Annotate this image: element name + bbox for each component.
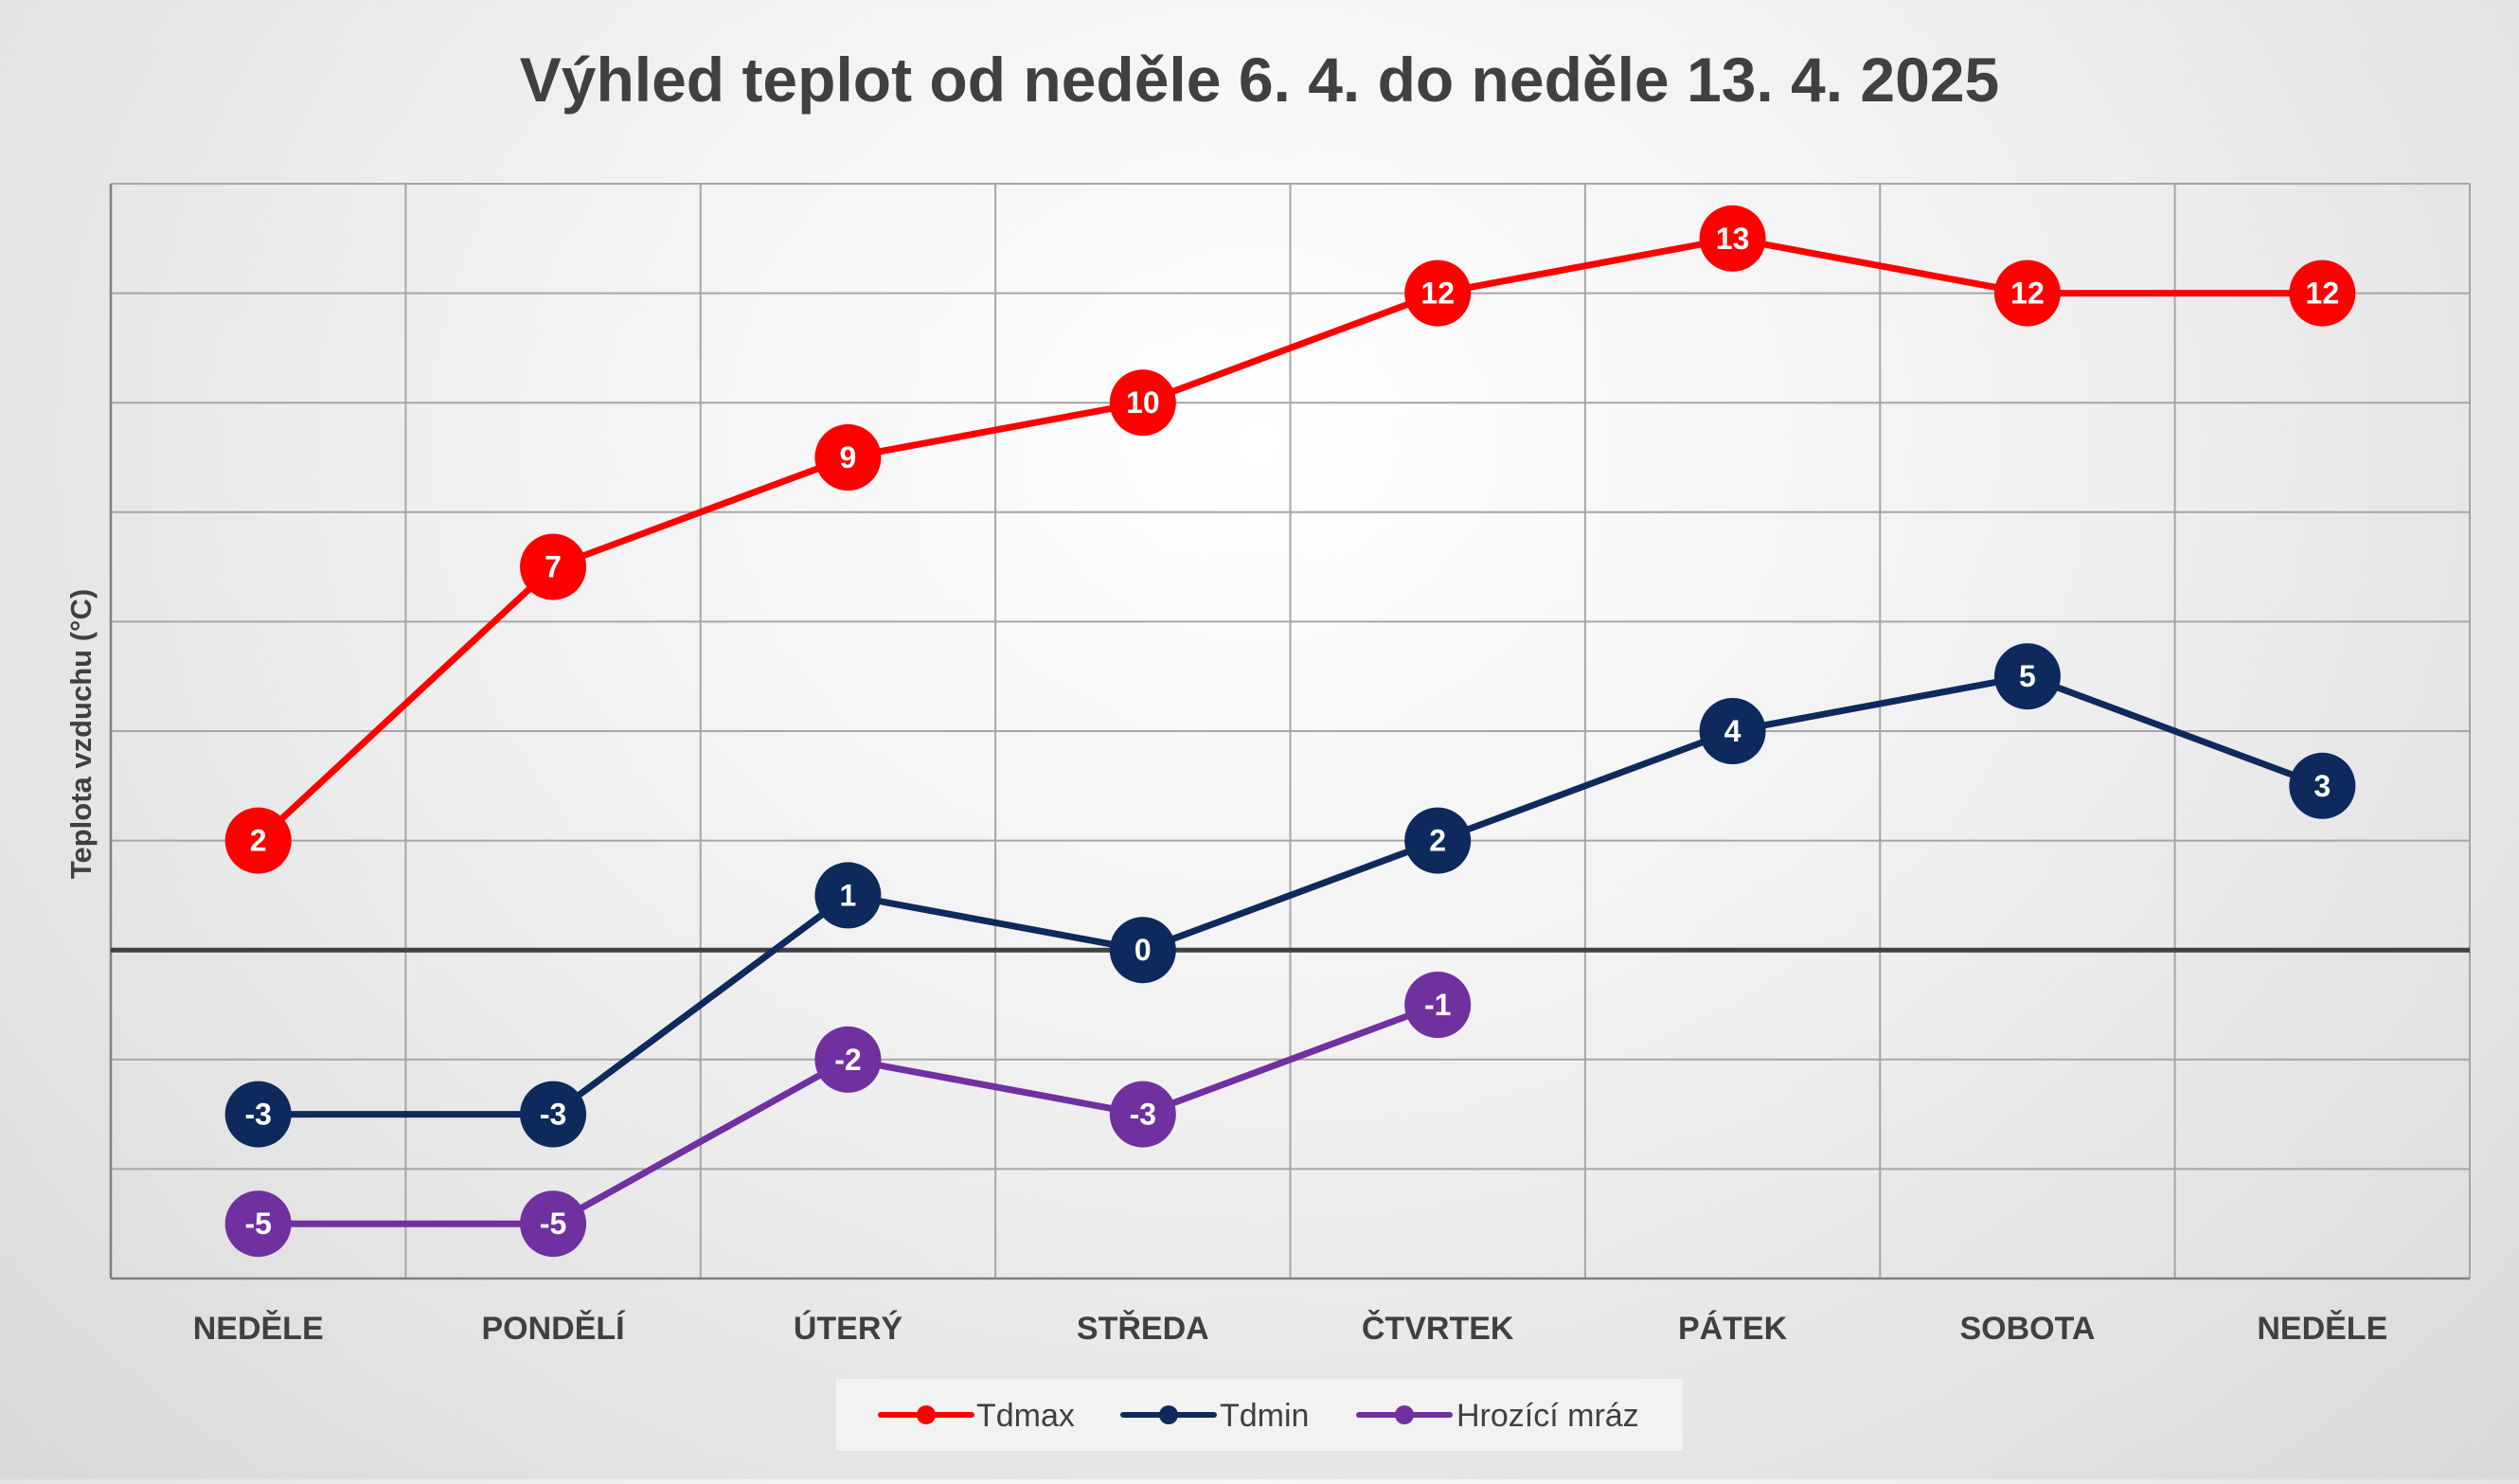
x-tick-label: PÁTEK (1678, 1311, 1788, 1347)
axes (109, 184, 2470, 1280)
data-label: 13 (1716, 222, 1750, 256)
data-label: -5 (244, 1207, 271, 1241)
data-point-marker (520, 533, 587, 600)
legend-swatch-marker (917, 1405, 936, 1424)
data-label: 4 (1724, 714, 1742, 748)
data-label: -5 (540, 1207, 566, 1241)
data-point-marker (1109, 369, 1176, 437)
data-point-marker (1109, 1081, 1176, 1148)
legend: Tdmax Tdmin Hrozící mráz (836, 1379, 1683, 1451)
data-label: -3 (244, 1098, 271, 1132)
legend-swatch-marker (1159, 1405, 1178, 1424)
x-tick-label: SOBOTA (1959, 1311, 2095, 1347)
data-point-marker (1699, 205, 1766, 272)
data-label: 1 (840, 878, 857, 912)
x-tick-label: NEDĚLE (193, 1311, 324, 1347)
x-tick-labels: NEDĚLE PONDĚLÍ ÚTERÝ STŘEDA ČTVRTEK PÁTEK SOBO… (193, 1310, 2388, 1347)
chart-title: Výhled teplot od neděle 6. 4. do neděle … (520, 45, 2000, 115)
data-point-marker (520, 1081, 587, 1148)
data-label: 12 (2306, 277, 2340, 311)
data-label: -1 (1424, 988, 1451, 1022)
data-label: 3 (2314, 769, 2331, 803)
legend-box (836, 1379, 1683, 1451)
data-label: 12 (2010, 277, 2045, 311)
data-label: 9 (840, 440, 857, 474)
data-point-marker (1404, 259, 1472, 327)
data-label: 12 (1420, 277, 1455, 311)
legend-label: Hrozící mráz (1456, 1398, 1639, 1434)
data-label: 0 (1134, 933, 1152, 967)
x-tick-label: PONDĚLÍ (482, 1311, 627, 1347)
data-point-marker (224, 1081, 292, 1148)
y-axis-label: Teplota vzduchu (°C) (64, 589, 98, 879)
data-point-marker (814, 1026, 882, 1093)
data-point-marker (224, 1190, 292, 1258)
data-point-marker (2289, 752, 2356, 819)
data-label: 10 (1126, 385, 1160, 420)
data-label: 5 (2019, 659, 2036, 693)
data-label: -3 (1130, 1098, 1156, 1132)
data-point-marker (224, 807, 292, 874)
x-tick-label: ČTVRTEK (1362, 1310, 1514, 1347)
series-1: -3 -3 1 0 2 4 5 3 (224, 643, 2356, 1148)
data-point-marker (1993, 643, 2061, 710)
data-label: -3 (540, 1098, 566, 1132)
data-label: -2 (834, 1043, 861, 1077)
series-line (255, 672, 2326, 1118)
legend-label: Tdmin (1220, 1398, 1309, 1434)
data-point-marker (1109, 917, 1176, 984)
series-0: 2 7 9 10 12 13 12 12 (224, 205, 2356, 874)
data-point-marker (2289, 259, 2356, 327)
data-point-marker (814, 424, 882, 491)
data-point-marker (814, 862, 882, 929)
data-label: 7 (545, 550, 562, 584)
x-tick-label: NEDĚLE (2257, 1311, 2387, 1347)
data-label: 2 (1429, 824, 1446, 858)
data-label: 2 (250, 824, 267, 858)
legend-swatch-marker (1395, 1405, 1414, 1424)
series-line (255, 235, 2326, 845)
data-point-marker (1404, 972, 1472, 1038)
data-point-marker (520, 1190, 587, 1258)
data-point-marker (1993, 259, 2061, 327)
series-2: -5 -5 -2 -3 -1 (224, 972, 1472, 1258)
legend-label: Tdmax (976, 1398, 1075, 1434)
x-tick-label: STŘEDA (1077, 1311, 1209, 1347)
x-tick-label: ÚTERÝ (794, 1311, 903, 1347)
data-point-marker (1699, 698, 1766, 764)
data-point-marker (1404, 807, 1472, 874)
